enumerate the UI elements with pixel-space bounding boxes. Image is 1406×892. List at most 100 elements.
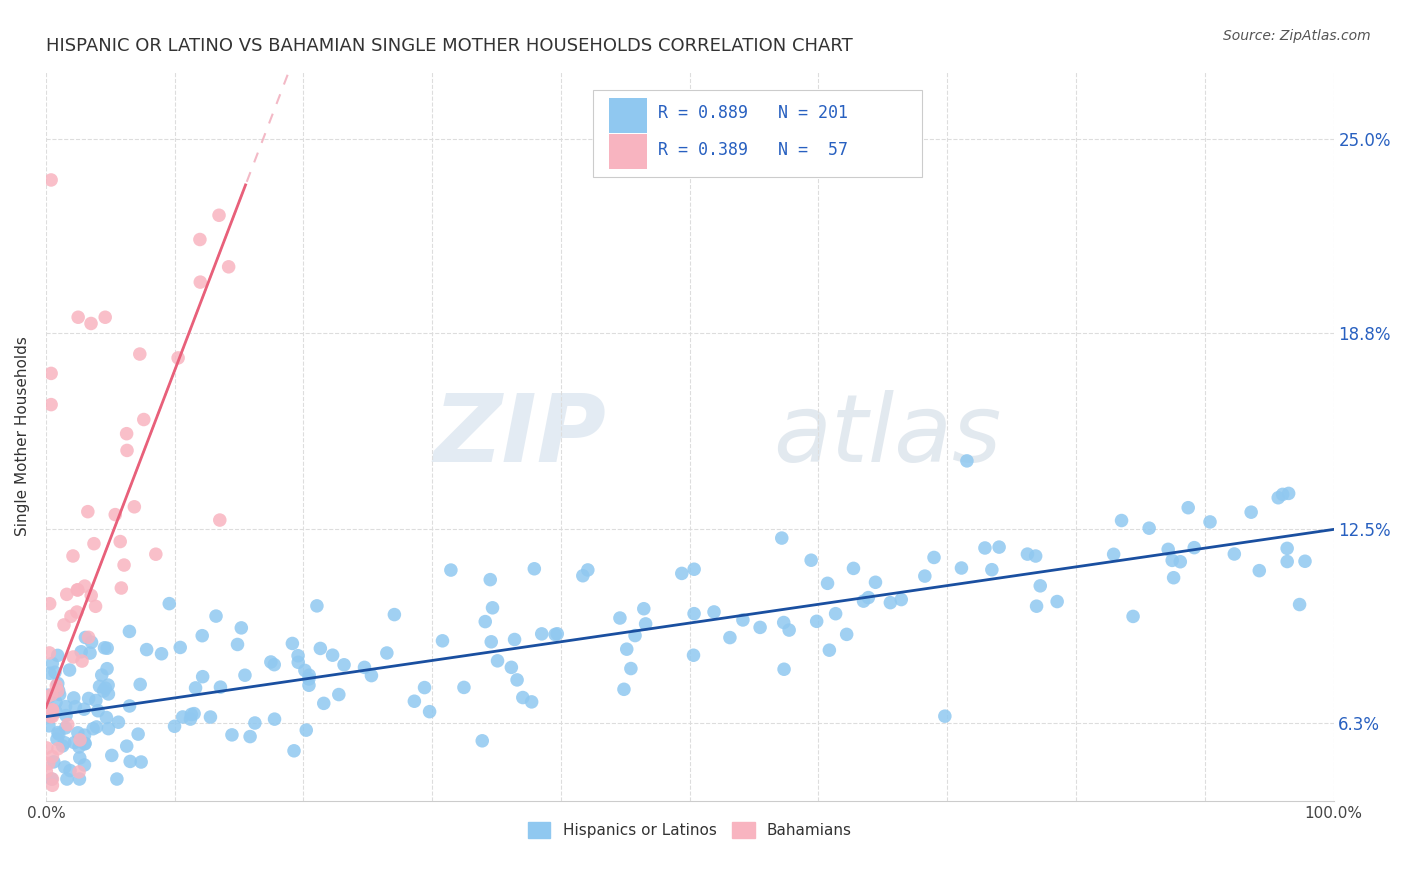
Point (1267, 491, 1289, 505)
Point (263, 712, 285, 726)
Point (93, 640, 115, 655)
Point (419, 705, 441, 719)
Point (53, 618, 76, 632)
Point (76, 505, 98, 519)
Point (145, 547, 167, 561)
Point (41, 703, 63, 717)
Point (37, 688, 59, 702)
Point (41, 688, 63, 702)
Point (124, 500, 146, 514)
Point (404, 694, 426, 708)
Point (1025, 549, 1047, 563)
Point (609, 611, 631, 625)
Point (94, 310, 117, 325)
Point (70, 645, 93, 659)
Point (66, 582, 89, 597)
Point (239, 730, 262, 744)
Point (298, 678, 321, 692)
Point (1288, 598, 1310, 612)
Point (132, 412, 155, 426)
Point (135, 642, 157, 657)
Point (1271, 487, 1294, 501)
Point (115, 443, 138, 458)
Point (205, 609, 228, 624)
Point (1294, 554, 1316, 568)
Point (1046, 594, 1069, 608)
Point (59, 609, 82, 624)
Point (1137, 521, 1160, 535)
Point (440, 563, 463, 577)
Point (914, 569, 936, 583)
Point (200, 710, 222, 724)
Point (44, 665, 66, 680)
Point (208, 208, 231, 222)
Point (180, 707, 202, 722)
Point (1163, 571, 1185, 585)
Point (1029, 579, 1052, 593)
Point (1017, 547, 1039, 561)
Point (1025, 599, 1047, 614)
Point (42, 755, 65, 769)
Point (523, 562, 546, 576)
Point (41, 749, 63, 764)
Point (283, 744, 305, 758)
Point (37, 701, 59, 715)
Point (100, 748, 122, 763)
Point (45, 705, 67, 719)
Point (218, 260, 240, 274)
Point (41, 703, 63, 717)
Point (41, 778, 63, 792)
Point (38, 597, 60, 611)
Point (501, 660, 523, 674)
Point (620, 661, 643, 675)
Point (298, 668, 321, 682)
Point (1182, 541, 1205, 555)
Point (39, 173, 62, 187)
Point (616, 642, 638, 657)
Point (890, 592, 912, 607)
Point (312, 697, 335, 711)
Point (375, 646, 398, 660)
Point (108, 534, 131, 549)
Point (67, 310, 90, 325)
Bar (593, 90, 921, 177)
Point (520, 695, 543, 709)
Point (59, 764, 82, 778)
Point (118, 698, 141, 713)
Point (1249, 564, 1271, 578)
Point (858, 591, 880, 605)
Point (96, 710, 118, 724)
Point (544, 627, 567, 641)
Point (479, 635, 502, 649)
Point (634, 616, 657, 631)
Point (66, 726, 89, 740)
Point (800, 553, 823, 567)
Point (1157, 542, 1180, 557)
Point (233, 668, 256, 682)
Point (263, 657, 285, 672)
Point (84, 693, 107, 707)
Point (118, 624, 141, 639)
Point (157, 597, 180, 611)
Text: R = 0.389   N =  57: R = 0.389 N = 57 (658, 141, 848, 159)
Point (39, 709, 62, 723)
Point (39, 689, 62, 703)
Point (956, 454, 979, 468)
Point (333, 657, 356, 672)
Point (69, 733, 91, 747)
Point (1277, 555, 1299, 569)
Point (167, 351, 190, 365)
Point (778, 623, 800, 637)
Point (546, 627, 568, 641)
Point (55, 587, 77, 601)
Point (1161, 553, 1184, 567)
Point (107, 715, 129, 730)
Point (41, 772, 63, 786)
Legend: Hispanics or Latinos, Bahamians: Hispanics or Latinos, Bahamians (522, 816, 858, 845)
Point (94, 681, 117, 695)
Point (432, 633, 454, 648)
Point (226, 638, 249, 652)
Point (73, 758, 96, 772)
Point (56, 717, 79, 731)
Point (53, 736, 76, 750)
